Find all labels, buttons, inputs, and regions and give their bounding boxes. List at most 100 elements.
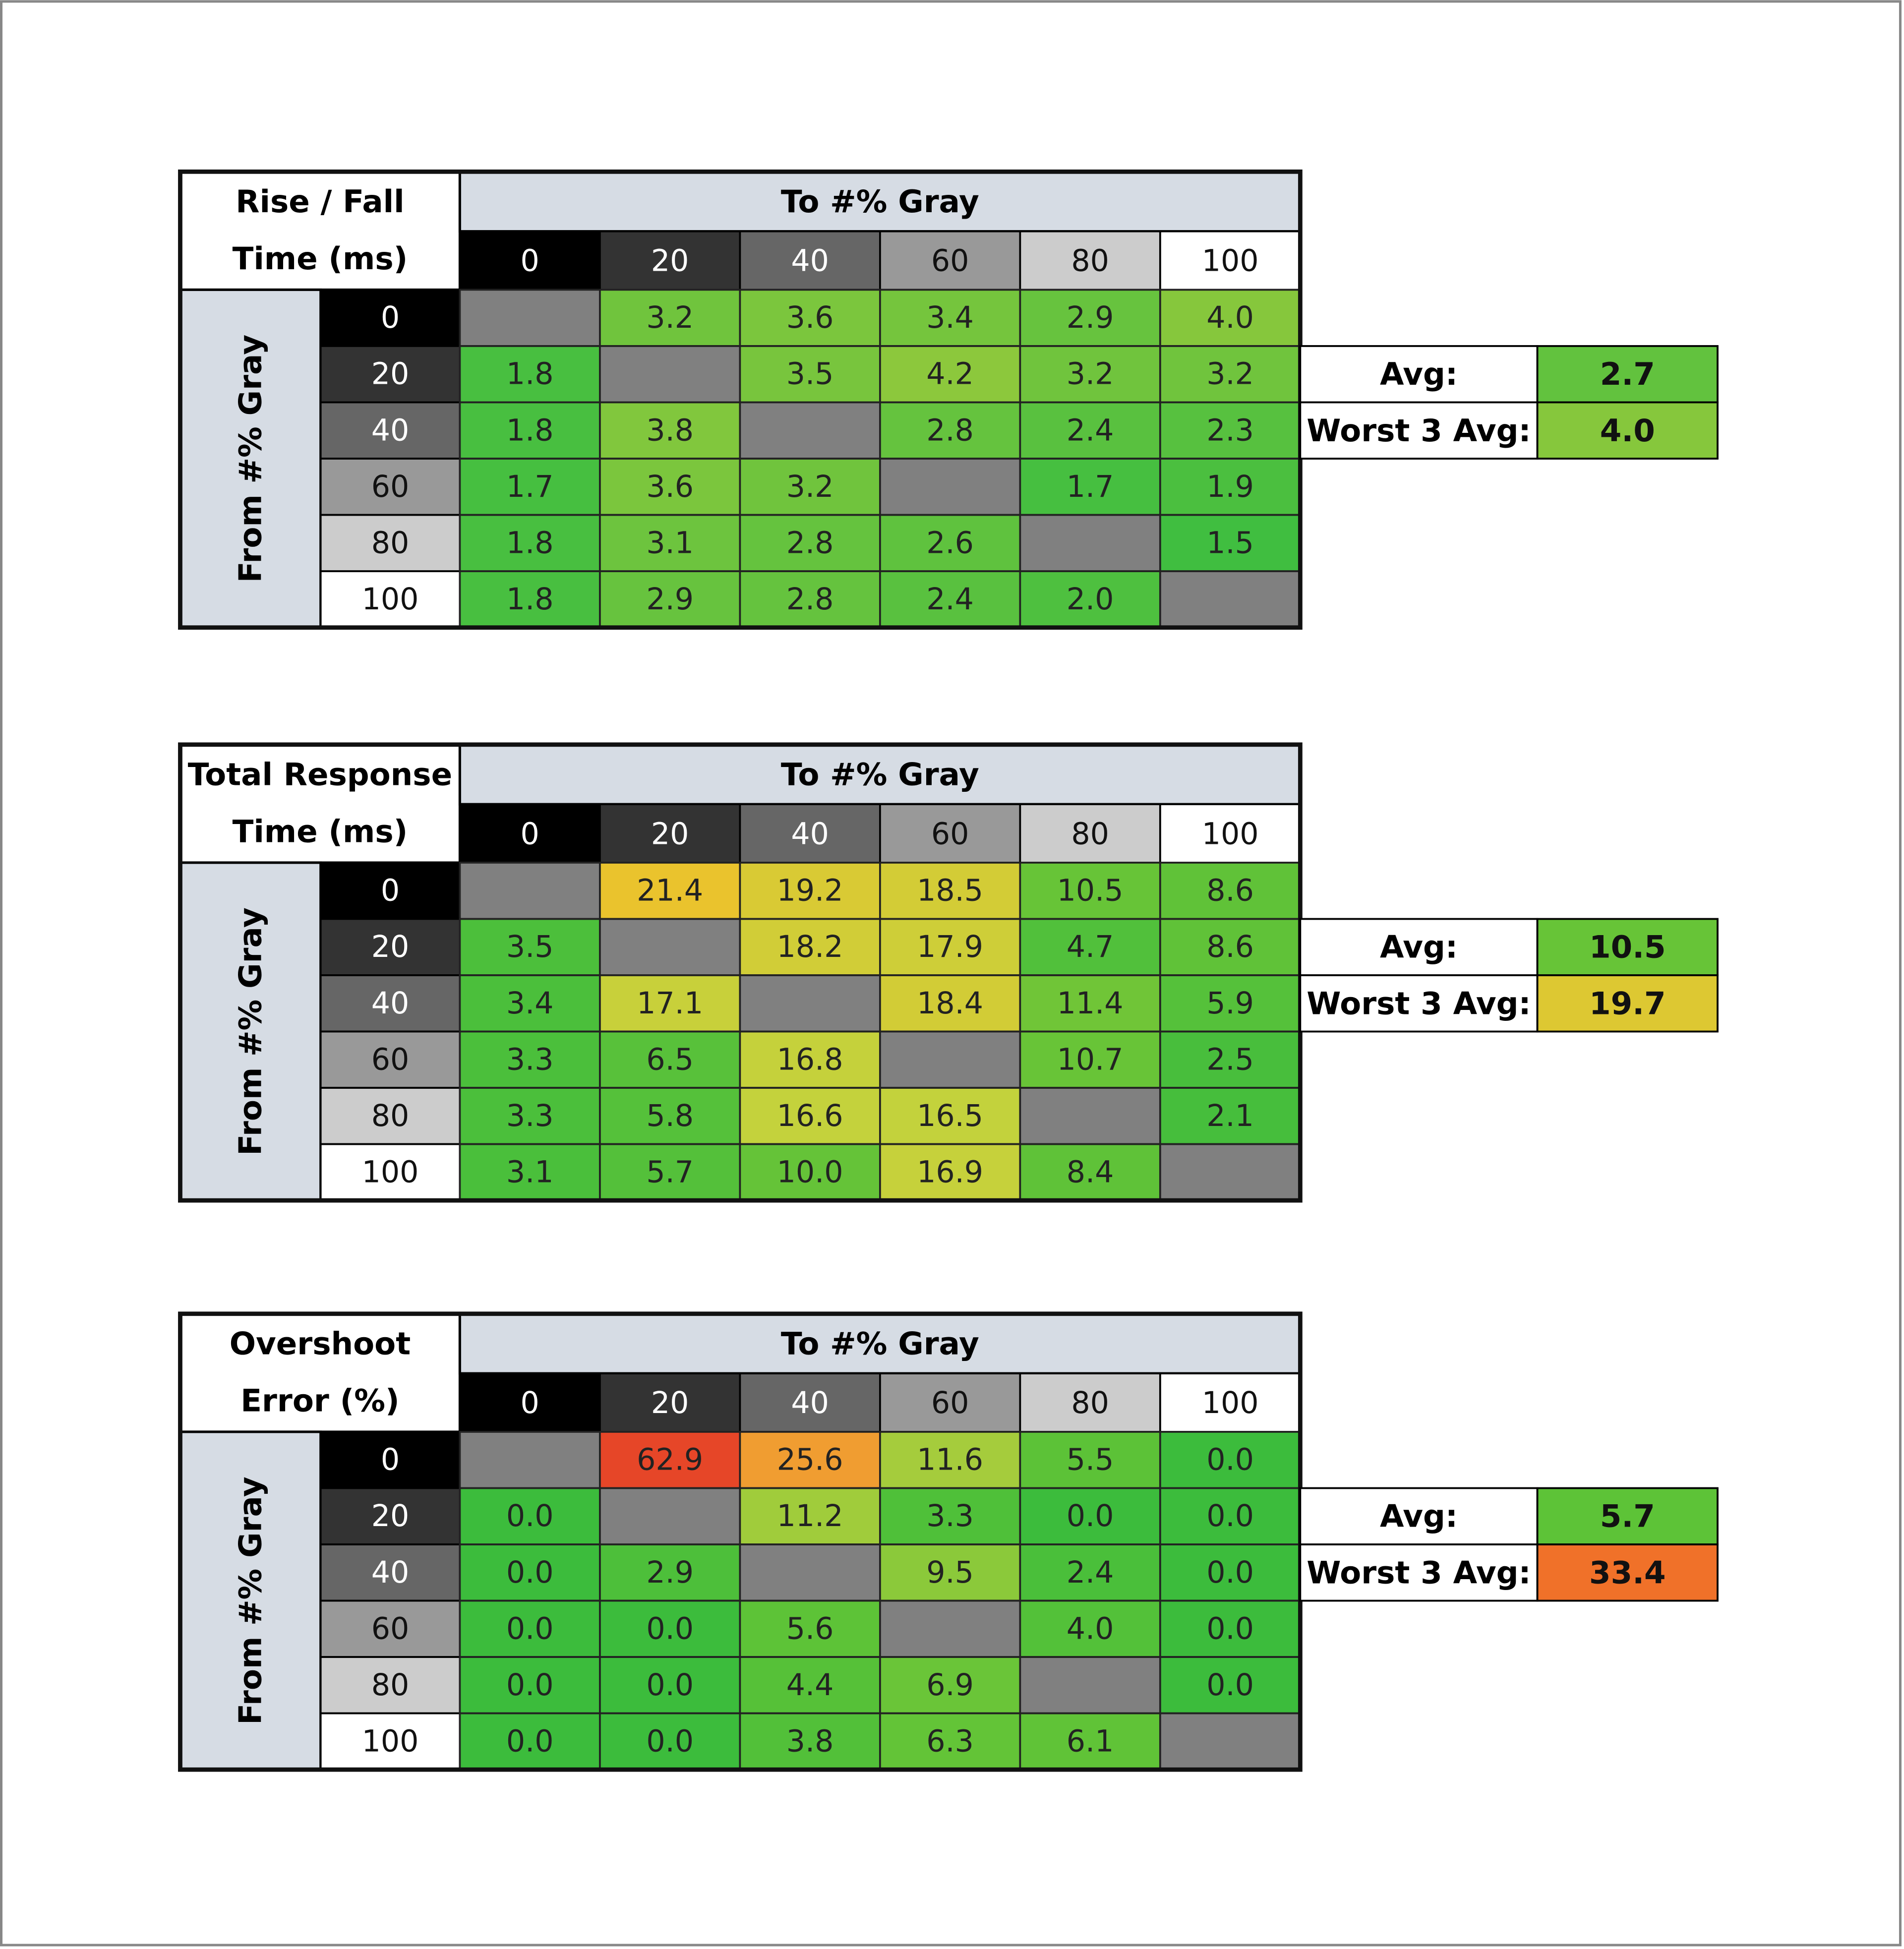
cell-value: 3.8 [786, 1724, 834, 1759]
data-cell [1019, 1087, 1161, 1145]
cell-value: 6.3 [926, 1724, 974, 1759]
row-header-cell [319, 1656, 461, 1714]
column-header: 40 [791, 244, 829, 279]
cell-value: 8.6 [1206, 930, 1254, 964]
row-header-cell [319, 1143, 461, 1202]
summary-value-cell [1536, 1487, 1719, 1545]
summary-value: 5.7 [1600, 1498, 1655, 1535]
cell-value: 4.7 [1067, 930, 1114, 964]
cell-value: 2.1 [1206, 1099, 1254, 1133]
summary-value-cell [1536, 401, 1719, 460]
cell-value: 25.6 [777, 1443, 843, 1477]
data-cell [739, 1143, 881, 1202]
table-title: Error (%) [240, 1383, 399, 1419]
column-header-cell [739, 1372, 881, 1433]
cell-value: 11.2 [777, 1499, 843, 1534]
data-cell [879, 1543, 1021, 1602]
data-cell [1159, 289, 1302, 347]
cell-value: 3.3 [926, 1499, 974, 1534]
cell-value: 18.5 [917, 874, 983, 908]
cell-value: 3.8 [646, 413, 694, 448]
column-header: 60 [931, 244, 969, 279]
cell-value: 0.0 [506, 1555, 554, 1590]
column-header: 100 [1202, 244, 1259, 279]
cell-value: 2.0 [1067, 582, 1114, 617]
column-header: 0 [521, 1386, 539, 1420]
data-cell [739, 401, 881, 460]
row-header-cell [319, 1030, 461, 1089]
column-header-cell [1159, 1372, 1302, 1433]
data-cell [1159, 401, 1302, 460]
summary-value: 19.7 [1589, 985, 1666, 1021]
data-cell [459, 1543, 601, 1602]
cell-value: 16.5 [917, 1099, 983, 1133]
to-header-cell [458, 1312, 1302, 1375]
column-header: 60 [931, 817, 969, 851]
cell-value: 1.8 [506, 582, 554, 617]
summary-label-cell [1299, 1543, 1539, 1602]
cell-value: 5.8 [646, 1099, 694, 1133]
data-cell [739, 1030, 881, 1089]
data-cell [1019, 862, 1161, 920]
data-cell [599, 918, 741, 976]
summary-value: 33.4 [1589, 1554, 1666, 1591]
data-cell [459, 570, 601, 629]
cell-value: 3.4 [506, 986, 554, 1021]
data-cell [879, 458, 1021, 516]
from-header-cell [178, 1430, 322, 1771]
cell-value: 16.8 [777, 1042, 843, 1077]
cell-value: 2.4 [1067, 413, 1114, 448]
summary-label: Avg: [1380, 1498, 1458, 1535]
data-cell [1019, 401, 1161, 460]
data-cell [739, 1712, 881, 1771]
summary-label: Avg: [1380, 929, 1458, 965]
cell-value: 3.4 [926, 300, 974, 335]
data-cell [459, 1431, 601, 1489]
row-header: 0 [381, 874, 400, 908]
data-cell [739, 1087, 881, 1145]
cell-value: 3.2 [646, 300, 694, 335]
cell-value: 0.0 [1067, 1499, 1114, 1534]
cell-value: 0.0 [506, 1668, 554, 1703]
summary-label: Worst 3 Avg: [1307, 1554, 1531, 1591]
summary-label: Worst 3 Avg: [1307, 413, 1531, 449]
row-header: 20 [371, 357, 410, 392]
column-header: 40 [791, 1386, 829, 1420]
table-title: Rise / Fall [236, 183, 404, 220]
column-header: 100 [1202, 1386, 1259, 1420]
row-header: 0 [381, 1443, 400, 1477]
cell-value: 18.4 [917, 986, 983, 1021]
column-header: 20 [651, 1386, 689, 1420]
cell-value: 11.4 [1057, 986, 1124, 1021]
cell-value: 3.1 [506, 1155, 554, 1189]
column-header: 80 [1071, 1386, 1109, 1420]
cell-value: 2.6 [926, 526, 974, 560]
cell-value: 18.2 [777, 930, 843, 964]
data-cell [599, 458, 741, 516]
row-header: 100 [362, 1155, 419, 1189]
row-header: 40 [371, 986, 410, 1021]
cell-value: 0.0 [646, 1611, 694, 1646]
data-cell [739, 1543, 881, 1602]
cell-value: 19.2 [777, 874, 843, 908]
row-header-cell [319, 1543, 461, 1602]
data-cell [879, 514, 1021, 573]
row-header-cell [319, 862, 461, 920]
cell-value: 16.6 [777, 1099, 843, 1133]
cell-value: 2.3 [1206, 413, 1254, 448]
data-cell [879, 345, 1021, 404]
data-cell [1019, 345, 1161, 404]
cell-value: 2.8 [926, 413, 974, 448]
data-cell [879, 1599, 1021, 1658]
cell-value: 0.0 [646, 1668, 694, 1703]
row-header-cell [319, 458, 461, 516]
column-header-cell [879, 803, 1021, 864]
row-header-cell [319, 1712, 461, 1771]
data-cell [1019, 1431, 1161, 1489]
data-cell [599, 1087, 741, 1145]
data-cell [739, 918, 881, 976]
table-title: Total Response [188, 756, 452, 792]
row-header: 100 [362, 582, 419, 617]
data-cell [1019, 1656, 1161, 1714]
